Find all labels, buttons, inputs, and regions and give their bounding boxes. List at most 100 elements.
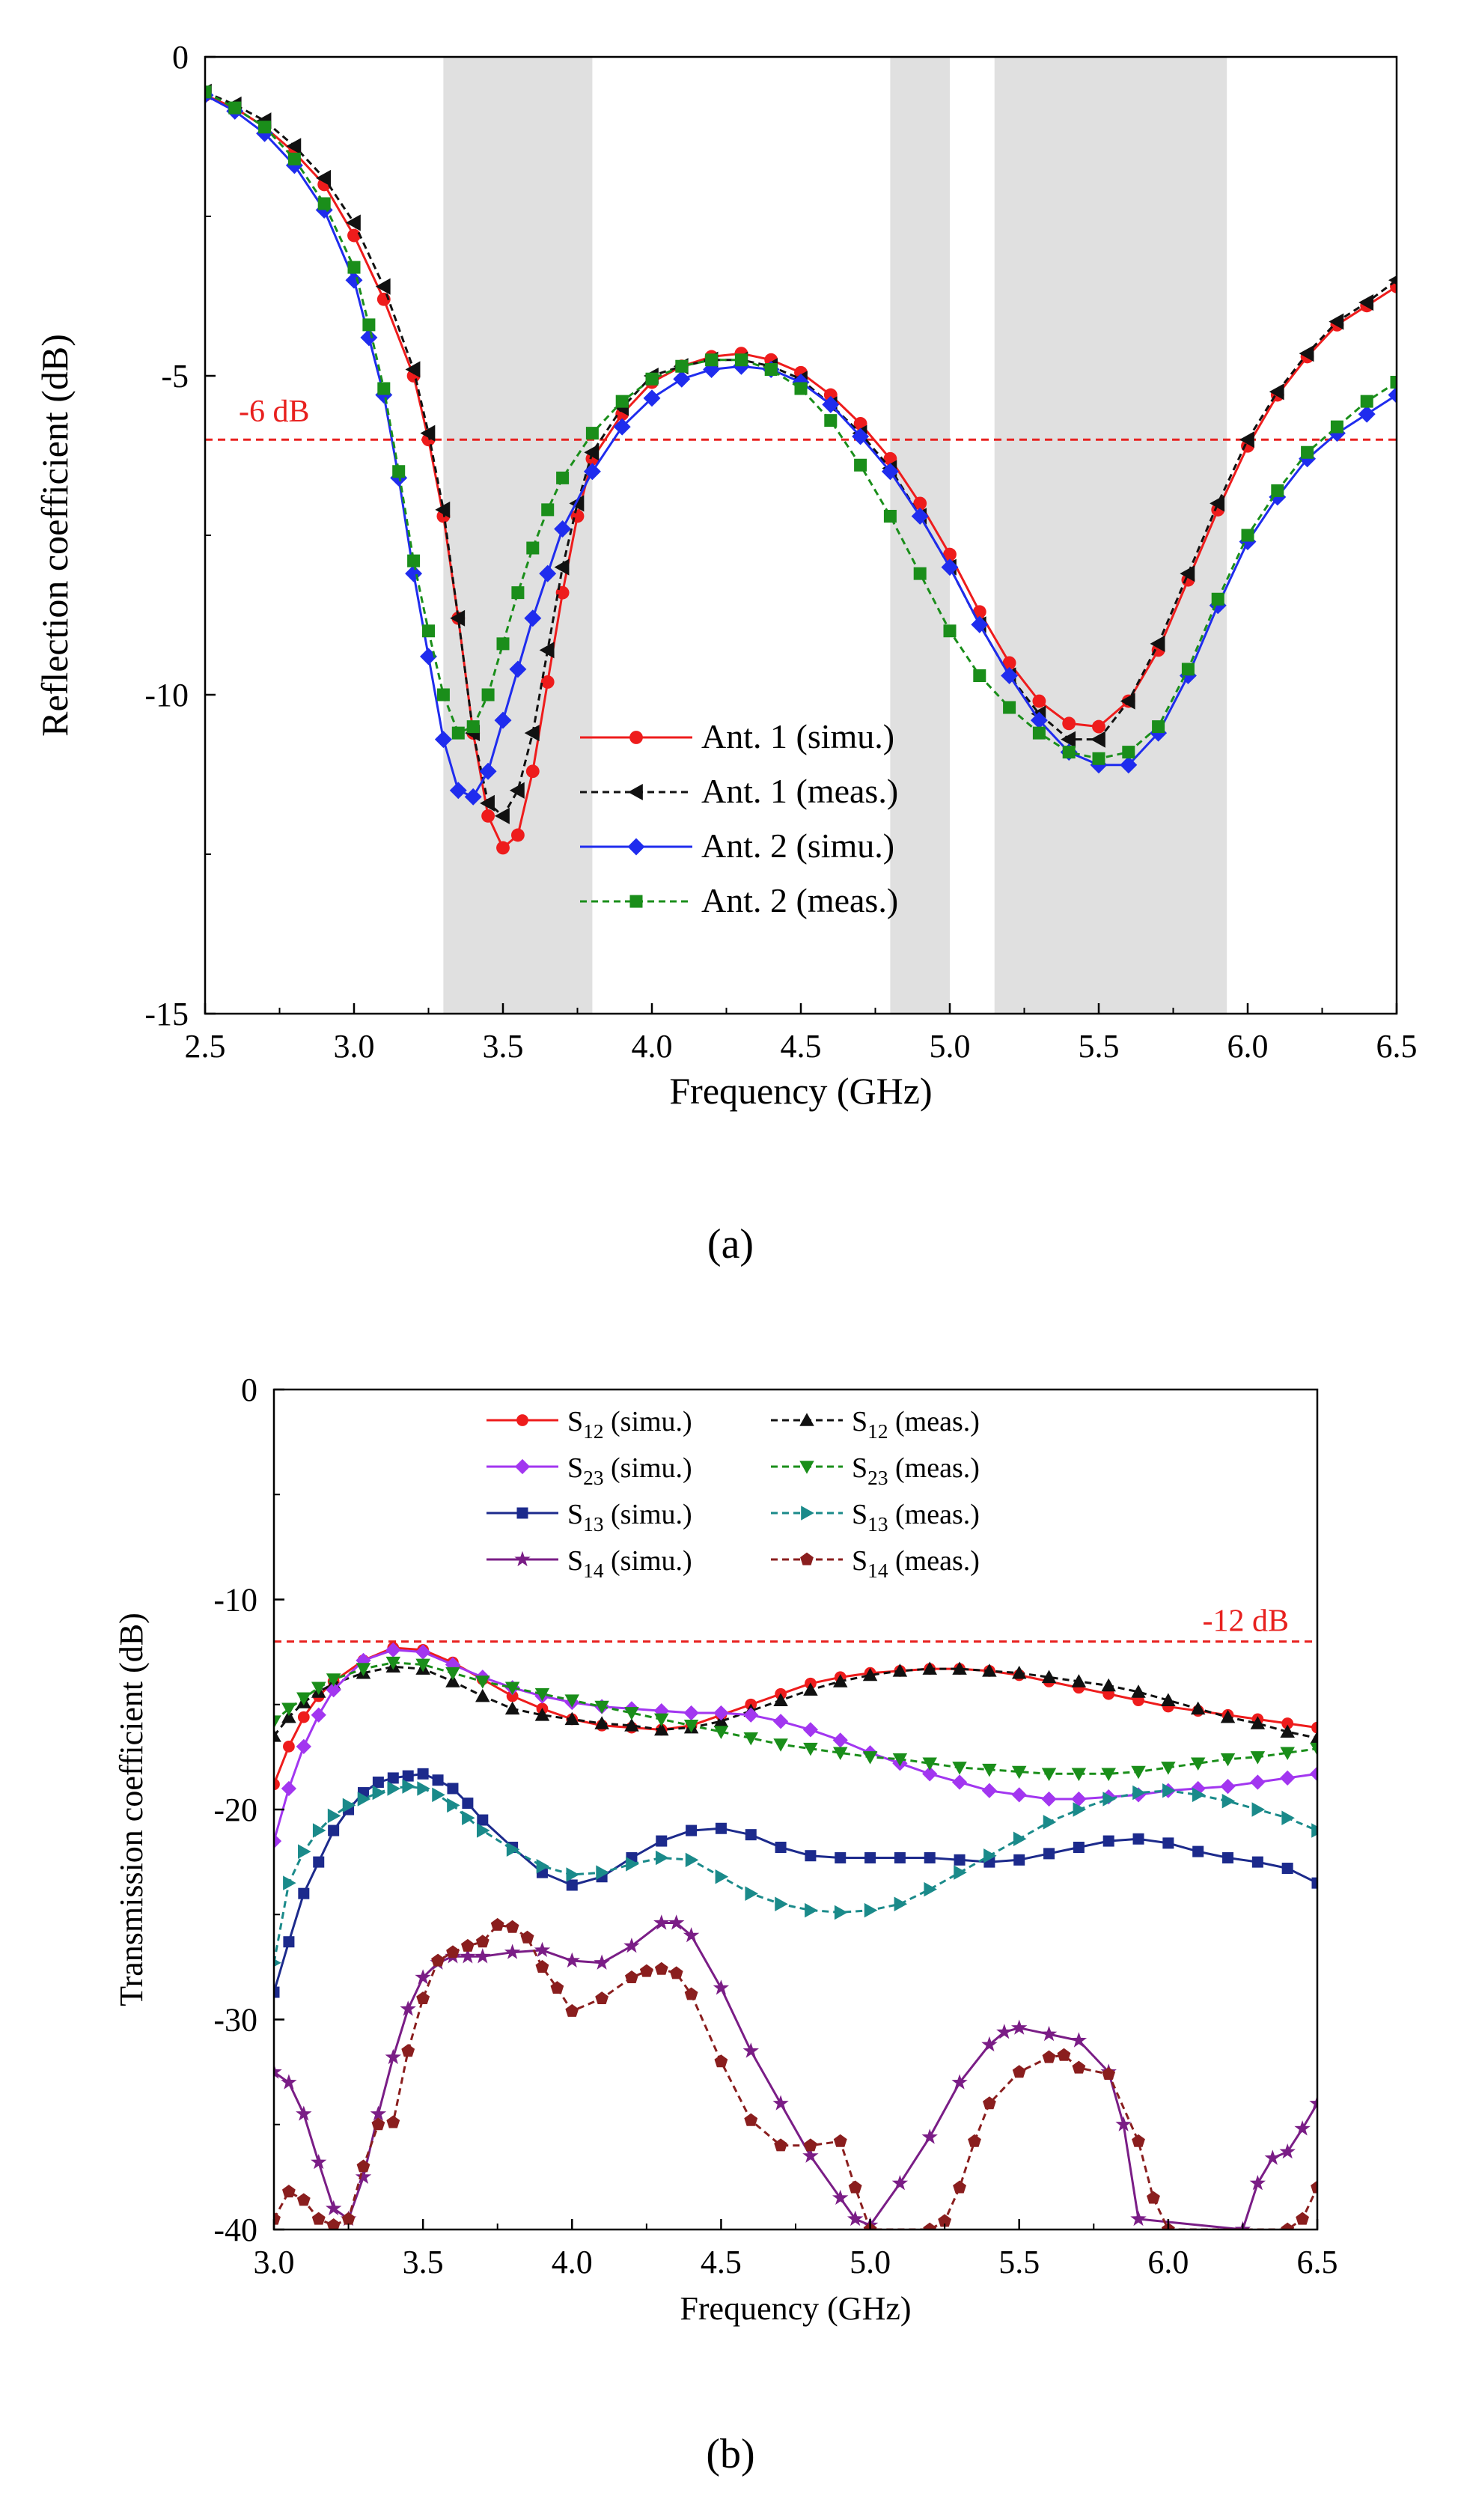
x-tick-label-5: 4.5: [781, 1028, 822, 1065]
point-s23-meas-12: [534, 1687, 550, 1702]
point-s13-meas-29: [894, 1896, 908, 1911]
y-tick-label-1: 0: [241, 1372, 257, 1408]
point-s12-meas-16: [654, 1722, 669, 1736]
point-s14-simu-28: [832, 2189, 849, 2205]
point-ant-2-meas-17: [511, 586, 525, 600]
point-ant-2-simu-36: [1030, 711, 1048, 729]
point-s14-simu-17: [534, 1941, 551, 1957]
point-ant-2-simu-10: [405, 564, 423, 582]
point-s13-simu-3: [298, 1887, 310, 1899]
point-ant-2-meas-44: [1271, 484, 1284, 497]
legend-marker: [627, 838, 645, 856]
legend-item-s12-meas: S12 (meas.): [771, 1406, 980, 1443]
point-s13-simu-38: [1162, 1837, 1174, 1849]
point-s12-meas-10: [475, 1688, 490, 1702]
point-s14-meas-18: [520, 1930, 534, 1944]
series-line-ant-1-meas: [205, 91, 1397, 818]
point-s13-meas-42: [1281, 1810, 1295, 1825]
chart-a-legend: Ant. 1 (simu.) Ant. 1 (meas.) Ant. 2 (simu…: [580, 717, 898, 919]
point-ant-2-simu-31: [881, 463, 899, 481]
point-s13-simu-5: [328, 1824, 340, 1836]
series-s13-meas: [274, 1779, 1317, 1967]
point-s12-meas-11: [504, 1701, 520, 1715]
chart-a-y-label: Reflection coefficient (dB): [34, 334, 76, 737]
point-s14-meas-39: [983, 2096, 996, 2110]
point-s14-meas-50: [1311, 2180, 1317, 2194]
point-ant-2-simu-33: [941, 559, 959, 576]
point-ant-2-simu-16: [494, 711, 512, 729]
point-ant-1-meas-37: [1090, 731, 1105, 748]
point-s13-meas-32: [983, 1848, 997, 1863]
point-ant-1-simu-14: [496, 841, 510, 855]
point-ant-1-simu-36: [1062, 716, 1076, 731]
point-s12-meas-26: [952, 1661, 967, 1675]
point-s14-meas-35: [923, 2222, 937, 2230]
point-s14-meas-8: [371, 2117, 385, 2131]
series-line-s14-simu: [274, 1922, 1317, 2230]
point-s23-meas-13: [564, 1694, 580, 1708]
point-s14-meas-46: [1147, 2191, 1160, 2204]
point-s12-meas-25: [922, 1661, 937, 1675]
point-s14-simu-18: [564, 1952, 580, 1968]
point-ant-2-meas-12: [436, 688, 450, 701]
point-ant-2-simu-34: [971, 615, 989, 633]
point-ant-2-simu-12: [434, 731, 452, 749]
point-s14-meas-27: [684, 1987, 698, 2000]
point-s13-simu-14: [462, 1798, 474, 1810]
point-s14-meas-30: [774, 2138, 787, 2152]
series-line-s23-simu: [274, 1649, 1317, 1842]
point-ant-2-simu-13: [449, 782, 467, 800]
x-tick-label-6: 5.5: [998, 2244, 1040, 2280]
point-ant-2-simu-39: [1120, 756, 1138, 774]
point-ant-1-meas-46: [1358, 293, 1374, 311]
point-s23-simu-19: [743, 1707, 759, 1723]
chart-b-plot-frame: [272, 1388, 1319, 2231]
point-s23-meas-4: [311, 1681, 326, 1696]
point-s12-meas-12: [534, 1708, 550, 1721]
point-s13-meas-3: [298, 1844, 311, 1859]
point-s14-meas-32: [833, 2134, 847, 2147]
point-s13-simu-29: [894, 1852, 906, 1864]
point-s12-meas-30: [1071, 1674, 1087, 1687]
point-s14-meas-23: [625, 1970, 638, 1983]
point-s13-simu-43: [1311, 1877, 1317, 1889]
legend-label: Ant. 2 (meas.): [701, 881, 898, 919]
point-s23-meas-37: [1280, 1747, 1295, 1761]
legend-marker: [629, 731, 643, 744]
point-s12-meas-1: [274, 1729, 281, 1742]
y-tick-label-2: -10: [213, 1582, 257, 1619]
point-ant-1-simu-34: [1002, 656, 1016, 670]
legend-label: S12 (meas.): [852, 1406, 980, 1443]
point-ant-2-meas-6: [347, 261, 361, 274]
series-s13-simu: [274, 1768, 1317, 1998]
point-s13-meas-35: [1073, 1802, 1087, 1817]
legend-marker: [800, 1552, 814, 1565]
point-s14-meas-36: [938, 2214, 952, 2227]
point-s14-meas-28: [714, 2054, 728, 2068]
point-ant-1-simu-37: [1092, 719, 1105, 734]
point-s23-meas-29: [1041, 1768, 1057, 1782]
point-s14-simu-15: [475, 1948, 491, 1964]
point-ant-2-meas-2: [228, 101, 242, 115]
point-s23-simu-38: [1309, 1766, 1317, 1782]
point-ant-2-meas-40: [1152, 720, 1165, 734]
legend-marker: [516, 1414, 528, 1426]
point-s12-meas-13: [564, 1711, 580, 1726]
point-s12-meas-35: [1220, 1709, 1236, 1723]
point-ant-1-meas-10: [435, 501, 451, 518]
x-tick-label-5: 5.0: [850, 2244, 891, 2280]
point-s13-simu-12: [432, 1774, 444, 1786]
point-s14-simu-21: [653, 1914, 670, 1930]
point-ant-2-simu-15: [479, 762, 497, 780]
point-ant-2-meas-20: [556, 471, 570, 484]
point-s14-simu-23: [683, 1927, 700, 1943]
point-s14-meas-38: [968, 2134, 981, 2147]
point-s13-meas-23: [715, 1869, 729, 1884]
point-s13-meas-21: [655, 1850, 669, 1866]
point-s13-meas-22: [685, 1852, 699, 1868]
legend-label: Ant. 1 (simu.): [701, 717, 894, 755]
point-ant-2-meas-32: [913, 567, 927, 580]
point-s13-simu-18: [566, 1879, 578, 1891]
point-s13-meas-33: [1013, 1831, 1027, 1847]
point-ant-2-meas-10: [407, 554, 421, 567]
